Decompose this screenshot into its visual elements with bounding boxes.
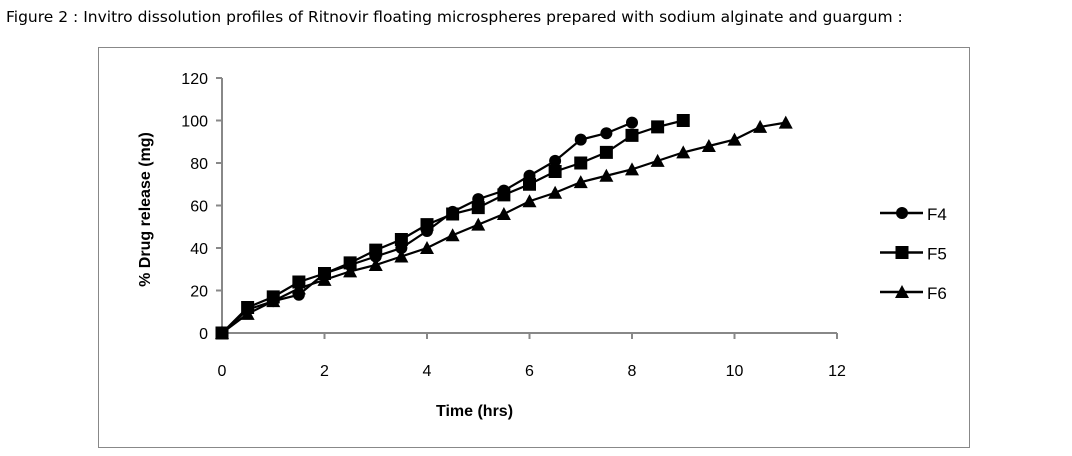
x-tick-label: 8	[628, 363, 637, 380]
data-point-f5	[497, 188, 511, 202]
y-tick-label: 100	[181, 114, 208, 131]
data-point-f5	[625, 128, 639, 142]
data-point-f6	[343, 264, 358, 278]
data-point-f4	[574, 133, 587, 146]
data-point-f6	[625, 162, 639, 176]
data-point-f6	[727, 132, 742, 146]
data-point-f6	[650, 153, 665, 167]
data-point-f6	[317, 272, 332, 286]
data-point-f5	[548, 165, 562, 178]
data-point-f5	[446, 207, 460, 221]
legend-marker-f6	[895, 285, 909, 298]
data-point-f4	[600, 127, 613, 140]
series-line-f6	[221, 121, 786, 334]
data-point-f4	[549, 154, 562, 167]
data-point-f6	[445, 228, 460, 242]
data-point-f5	[420, 218, 434, 232]
y-tick-label: 40	[190, 241, 208, 258]
data-point-f6	[548, 185, 563, 199]
data-point-f6	[215, 326, 229, 339]
data-point-f6	[471, 217, 486, 231]
data-point-f6	[522, 194, 537, 208]
data-point-f6	[240, 306, 255, 320]
legend-label-f6: F6	[927, 284, 947, 303]
x-tick-label: 0	[218, 363, 227, 380]
x-axis-label: Time (hrs)	[436, 403, 513, 420]
x-tick-label: 6	[525, 363, 534, 380]
data-point-f5	[651, 120, 665, 134]
data-point-f6	[778, 115, 793, 129]
data-point-f6	[701, 139, 716, 152]
data-point-f5	[471, 201, 485, 215]
legend-marker-f5	[895, 246, 909, 259]
y-tick-label: 0	[199, 326, 208, 343]
x-tick-label: 2	[320, 363, 329, 380]
data-point-f5	[676, 114, 690, 127]
x-tick-label: 12	[828, 363, 846, 380]
data-point-f5	[599, 145, 613, 159]
data-point-f6	[420, 241, 434, 254]
data-point-f6	[496, 207, 511, 220]
legend-label-f5: F5	[927, 245, 947, 264]
series-line-f5	[221, 119, 684, 334]
y-tick-label: 80	[190, 156, 208, 173]
legend-label-f4: F4	[927, 205, 947, 224]
data-point-f6	[394, 249, 409, 263]
y-tick-label: 60	[190, 199, 208, 216]
data-point-f5	[523, 177, 536, 191]
data-point-f6	[573, 175, 588, 189]
data-point-f4	[626, 116, 638, 129]
data-point-f6	[599, 168, 614, 182]
data-point-f6	[753, 119, 768, 133]
figure-title: Figure 2 : Invitro dissolution profiles …	[6, 8, 903, 26]
y-axis-label: % Drug release (mg)	[137, 132, 154, 287]
data-point-f5	[343, 256, 357, 270]
data-point-f6	[368, 258, 383, 271]
data-point-f6	[266, 294, 281, 308]
y-tick-label: 120	[181, 71, 208, 88]
data-point-f6	[291, 281, 306, 295]
chart-frame	[98, 47, 970, 448]
x-tick-label: 10	[726, 363, 744, 380]
data-point-f5	[574, 156, 588, 170]
data-point-f5	[394, 233, 408, 246]
y-tick-label: 20	[190, 284, 208, 301]
data-point-f5	[369, 243, 383, 257]
data-point-f6	[676, 145, 691, 159]
legend-marker-f4	[896, 207, 908, 219]
x-tick-label: 4	[423, 363, 432, 380]
